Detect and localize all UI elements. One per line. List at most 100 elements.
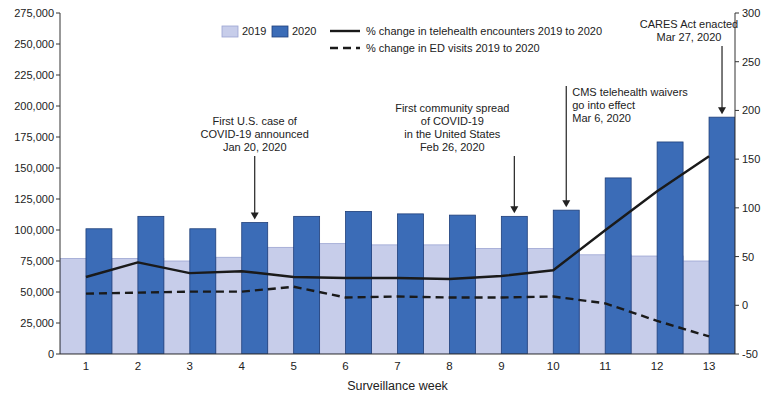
y-tick (56, 44, 60, 45)
annotation-text: First U.S. case of (213, 115, 298, 127)
y-tick (56, 13, 60, 14)
y-tick (56, 354, 60, 355)
annotation-arrowhead (251, 213, 259, 220)
bar (553, 210, 579, 354)
bar (709, 117, 735, 354)
annotation-text: CMS telehealth waivers (572, 86, 688, 98)
bar (398, 214, 424, 354)
x-tick-label: 9 (498, 360, 504, 372)
x-tick-label: 10 (547, 360, 560, 372)
y2-tick (735, 305, 739, 306)
y-tick-label: 225,000 (14, 69, 54, 81)
y-tick (56, 261, 60, 262)
y-tick-label: 75,000 (20, 255, 54, 267)
y2-tick-label: 100 (742, 202, 760, 214)
y-tick (56, 75, 60, 76)
annotation-arrow (721, 46, 722, 108)
x-tick-label: 1 (83, 360, 89, 372)
x-tick-label: 3 (187, 360, 193, 372)
bar (449, 215, 475, 354)
annotation-arrow (514, 156, 515, 207)
y-tick-label: 250,000 (14, 38, 54, 50)
chart: 0 25,000 50,000 75,000 100,000 125,000 150,000… (0, 0, 770, 400)
bar (294, 216, 320, 354)
x-tick-label: 13 (703, 360, 716, 372)
y-tick-label: 200,000 (14, 100, 54, 112)
plot-area (60, 117, 735, 354)
x-tick-label: 6 (342, 360, 348, 372)
legend-line (330, 30, 360, 32)
bar (86, 229, 112, 354)
y-tick-label: 275,000 (14, 7, 54, 19)
y-tick-label: 150,000 (14, 162, 54, 174)
y2-tick-label: 0 (742, 299, 748, 311)
annotation: First community spreadof COVID-19in the … (395, 102, 518, 213)
annotation-text: go into effect (572, 99, 635, 111)
y-tick (56, 323, 60, 324)
annotation-arrow (566, 86, 567, 201)
y2-tick (735, 159, 739, 160)
y-tick (56, 199, 60, 200)
y2-tick (735, 13, 739, 14)
y2-tick-label: 300 (742, 7, 760, 19)
annotation-text: Mar 27, 2020 (657, 31, 722, 43)
annotation-arrowhead (718, 107, 726, 114)
legend-label: 2020 (292, 25, 316, 37)
y2-tick-label: -50 (742, 348, 758, 360)
y2-tick (735, 354, 739, 355)
y2-tick (735, 61, 739, 62)
legend-swatch (222, 26, 238, 37)
x-tick-label: 12 (651, 360, 664, 372)
y2-tick-label: 150 (742, 153, 760, 165)
y-tick-label: 25,000 (20, 317, 54, 329)
annotation-text: Jan 20, 2020 (223, 141, 287, 153)
x-tick-label: 7 (394, 360, 400, 372)
legend-label: 2019 (242, 25, 266, 37)
legend-label: % change in telehealth encounters 2019 t… (366, 25, 602, 37)
y2-tick-label: 200 (742, 104, 760, 116)
legend-line (330, 47, 360, 49)
bar (242, 223, 268, 354)
y2-tick-label: 50 (742, 251, 754, 263)
annotation-text: Feb 26, 2020 (420, 141, 485, 153)
y2-tick (735, 110, 739, 111)
annotation-text: First community spread (395, 102, 509, 114)
y-tick-label: 175,000 (14, 131, 54, 143)
bar (501, 216, 527, 354)
legend: 2019 2020 % change in telehealth encounter… (222, 25, 602, 54)
annotation-text: of COVID-19 (421, 115, 484, 127)
y-axis-line (60, 13, 61, 354)
annotation-arrowhead (510, 206, 518, 213)
annotation: CARES Act enactedMar 27, 2020 (640, 18, 738, 114)
bar (138, 216, 164, 354)
y-tick (56, 106, 60, 107)
y-tick (56, 292, 60, 293)
y-tick (56, 137, 60, 138)
y2-axis-line (735, 13, 736, 354)
x-tick-label: 2 (135, 360, 141, 372)
y-tick-label: 100,000 (14, 224, 54, 236)
line-series (86, 156, 709, 279)
annotation-arrowhead (562, 200, 570, 207)
y-tick-label: 50,000 (20, 286, 54, 298)
y-tick-label: 0 (48, 348, 54, 360)
x-tick-label: 4 (239, 360, 246, 372)
y-tick (56, 230, 60, 231)
y2-tick (735, 207, 739, 208)
y-tick (56, 168, 60, 169)
annotation-text: in the United States (404, 128, 501, 140)
bar (346, 211, 372, 354)
annotation: First U.S. case ofCOVID-19 announcedJan … (201, 115, 309, 220)
x-axis-title: Surveillance week (347, 379, 448, 393)
x-axis-line (60, 354, 735, 355)
bar (605, 178, 631, 354)
y2-tick (735, 256, 739, 257)
annotation-arrow (254, 156, 255, 214)
y-tick-label: 125,000 (14, 193, 54, 205)
y2-tick-label: 250 (742, 56, 760, 68)
annotation-text: CARES Act enacted (640, 18, 738, 30)
x-tick-label: 8 (446, 360, 452, 372)
annotation-text: Mar 6, 2020 (572, 112, 631, 124)
line-series (86, 287, 709, 337)
x-tick-label: 5 (290, 360, 296, 372)
